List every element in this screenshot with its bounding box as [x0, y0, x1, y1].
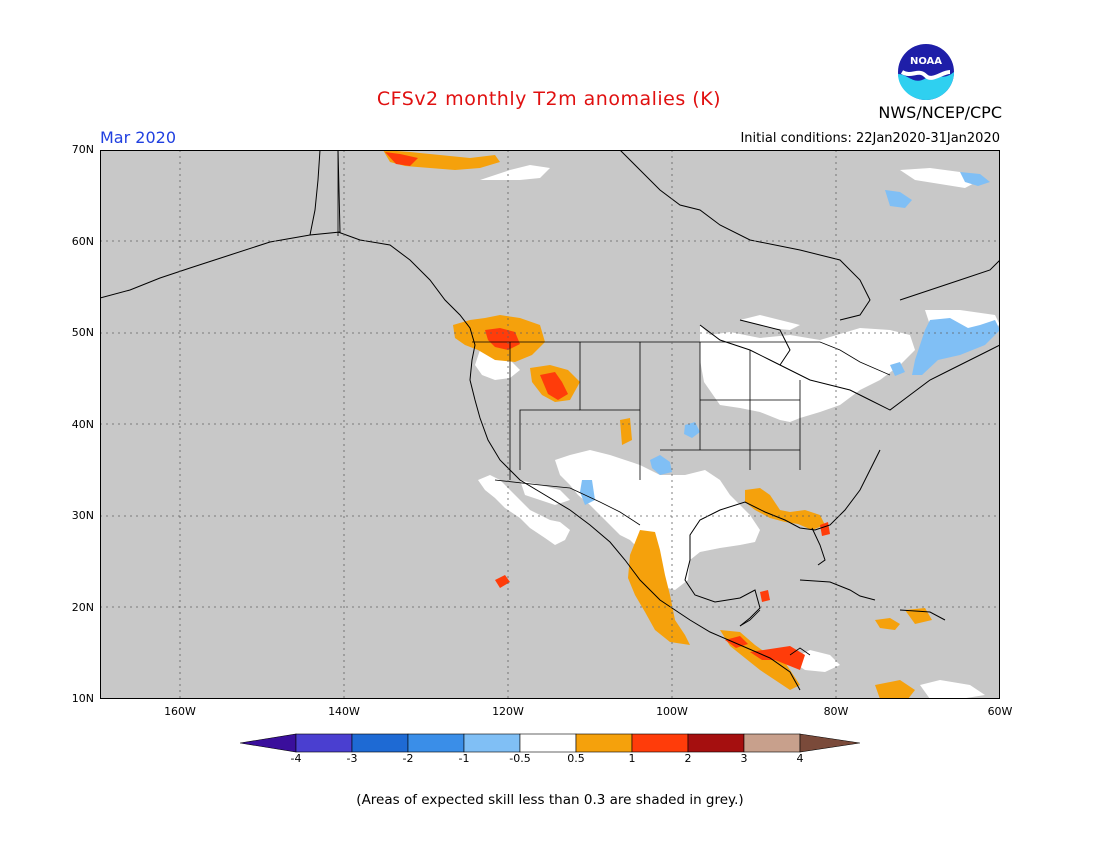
neutral-zones [475, 165, 1000, 699]
map-title-text: CFSv2 monthly T2m anomalies (K) [376, 88, 722, 110]
lon-label-60w: 60W [987, 705, 1013, 718]
political-borders [337, 150, 891, 656]
colorbar-swatch-2 [351, 733, 409, 753]
colorbar-swatch-3 [407, 733, 465, 753]
colorbar-swatch-5 [519, 733, 577, 753]
lat-label-30n: 30N [71, 509, 94, 522]
graticule [100, 150, 1000, 699]
lon-label-160w: 160W [164, 705, 196, 718]
skill-footnote: (Areas of expected skill less than 0.3 a… [356, 792, 744, 808]
lon-label-140w: 140W [328, 705, 360, 718]
colorbar-swatch-1 [295, 733, 353, 753]
lat-label-60n: 60N [71, 235, 94, 248]
colorbar-swatch-7 [631, 733, 689, 753]
cool-anomaly-zones [580, 172, 1000, 505]
colorbar-label: 0.5 [567, 752, 585, 765]
colorbar [240, 733, 860, 753]
agency-label: NWS/NCEP/CPC [878, 103, 1002, 122]
lon-label-120w: 120W [492, 705, 524, 718]
colorbar-swatch-max [799, 733, 860, 753]
coastlines [100, 150, 1000, 699]
colorbar-swatch-4 [463, 733, 521, 753]
colorbar-label: -3 [346, 752, 358, 765]
colorbar-label: -4 [290, 752, 302, 765]
noaa-logo: NOAA [896, 42, 956, 102]
colorbar-label: 1 [628, 752, 636, 765]
initial-conditions: Initial conditions: 22Jan2020-31Jan2020 [740, 131, 1000, 146]
lat-label-40n: 40N [71, 418, 94, 431]
colorbar-label: 3 [740, 752, 748, 765]
map-title: CFSv2 monthly T2m anomalies (K) [0, 88, 1100, 110]
colorbar-label: 4 [796, 752, 804, 765]
lat-label-70n: 70N [71, 143, 94, 156]
colorbar-swatch-6 [575, 733, 633, 753]
lat-label-50n: 50N [71, 326, 94, 339]
colorbar-label: 2 [684, 752, 692, 765]
lon-label-100w: 100W [656, 705, 688, 718]
colorbar-label: -1 [458, 752, 470, 765]
colorbar-swatch-min [240, 733, 297, 753]
strong-warm-anomaly-zones [385, 152, 830, 670]
colorbar-swatch-8 [687, 733, 745, 753]
colorbar-label: -0.5 [509, 752, 531, 765]
colorbar-swatch-9 [743, 733, 801, 753]
lat-label-10n: 10N [71, 692, 94, 705]
lon-label-80w: 80W [823, 705, 849, 718]
anomaly-map [100, 150, 1000, 699]
forecast-month: Mar 2020 [100, 128, 176, 147]
colorbar-label: -2 [402, 752, 414, 765]
noaa-logo-text: NOAA [910, 56, 942, 67]
lat-label-20n: 20N [71, 601, 94, 614]
